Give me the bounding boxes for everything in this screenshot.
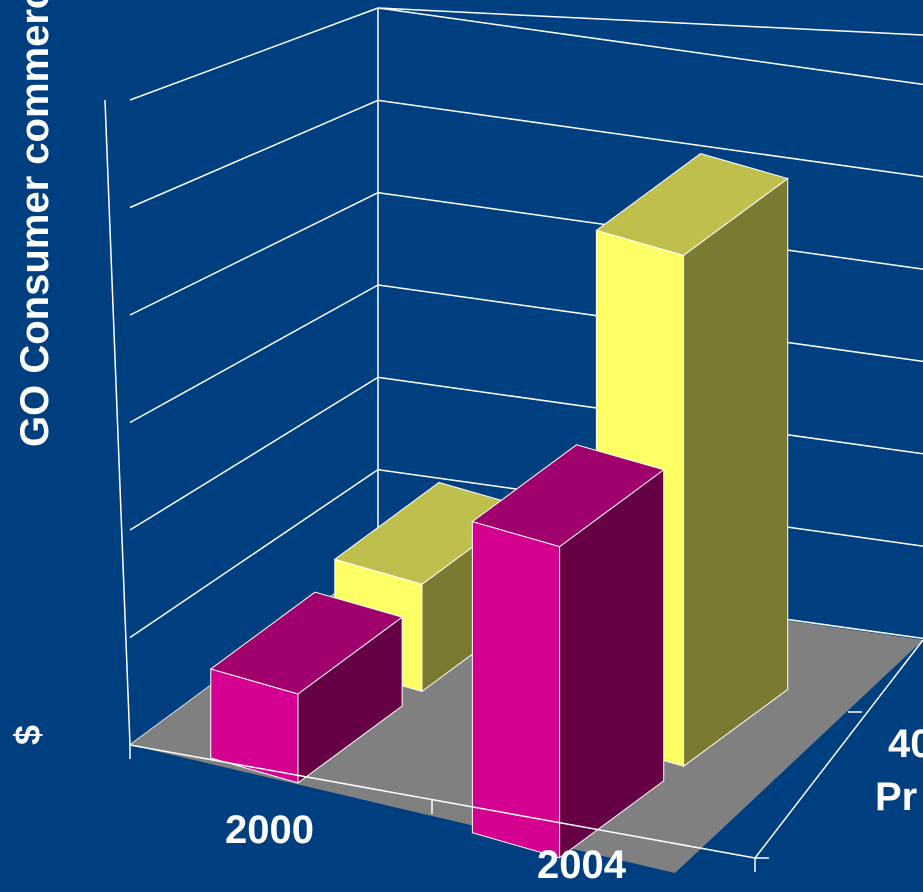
x-tick-label-2000: 2000 [225, 808, 314, 852]
y-axis-unit: $ [7, 724, 49, 746]
series-axis-label-pr: Pr [875, 775, 918, 819]
bar-2000-series-1-front [210, 668, 299, 784]
grid-line-left-wall [129, 7, 379, 101]
chart-bars [209, 153, 789, 859]
x-axis-line [129, 744, 756, 859]
left-wall-edge [104, 99, 131, 746]
grid-line-left-wall [129, 469, 379, 639]
axis-ticks [129, 639, 923, 872]
grid-line-left-wall [129, 376, 379, 531]
grid-line-left-wall [129, 191, 379, 316]
depth-axis-line [754, 639, 923, 859]
series-axis-label-40: 40 [888, 722, 923, 766]
bar-2004-series-2-side [683, 177, 789, 768]
bar-2004-series-1-front [471, 520, 561, 859]
grid-line-back-wall [377, 99, 923, 178]
grid-line-left-wall [129, 284, 379, 424]
y-axis-label: GO Consumer commerce [13, 0, 57, 447]
grid-line-back-wall [377, 7, 923, 86]
back-wall-top-edge [377, 7, 923, 36]
grid-line-left-wall [129, 99, 379, 209]
x-tick-label-2004: 2004 [537, 843, 626, 887]
